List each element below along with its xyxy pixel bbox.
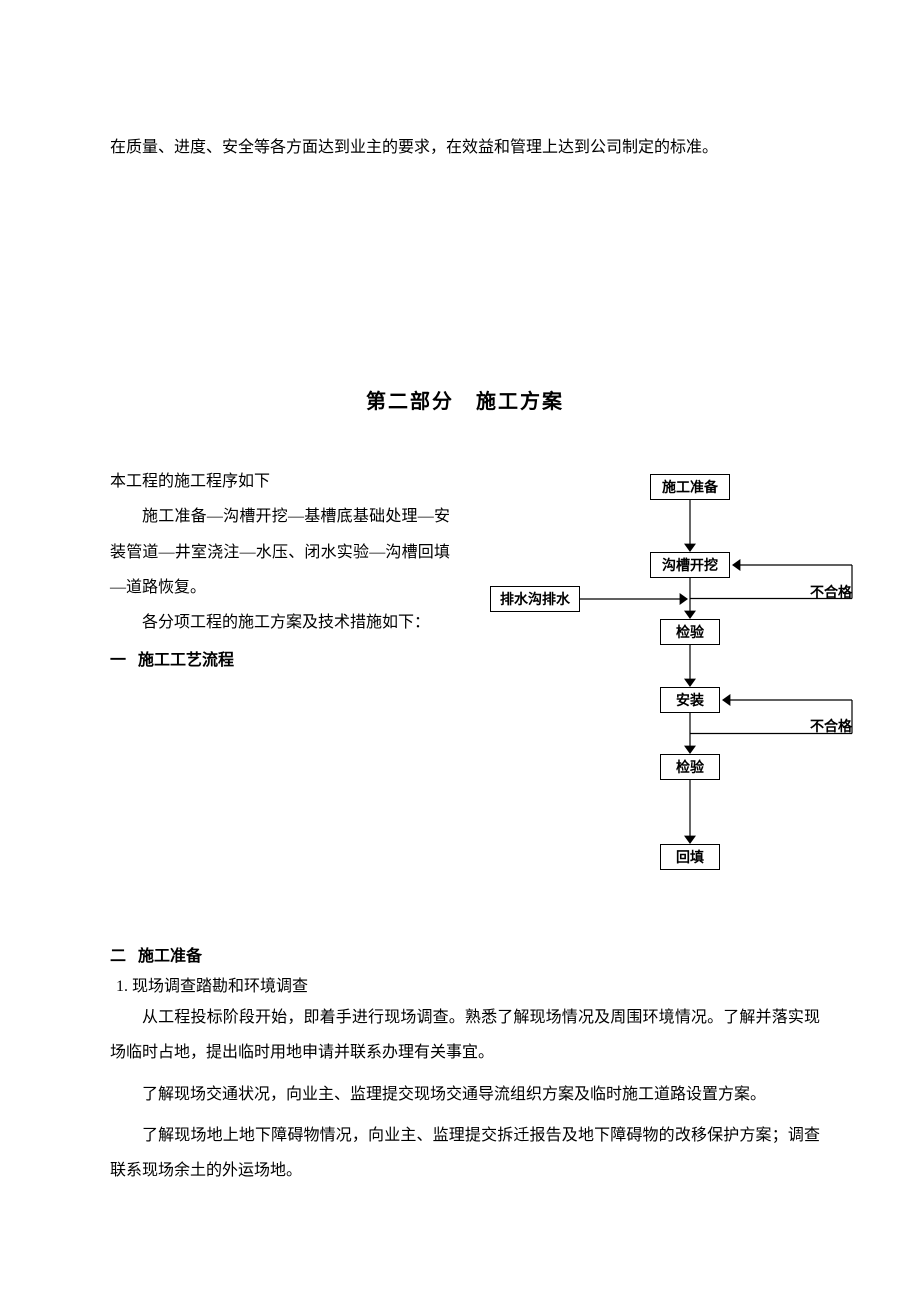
flow-node-install: 安装 — [660, 687, 720, 713]
heading-2-num: 二 — [110, 942, 134, 966]
sub-item-1: 1. 现场调查踏勘和环境调查 — [116, 972, 820, 996]
flow-node-inspect-1: 检验 — [660, 619, 720, 645]
flow-node-drainage: 排水沟排水 — [490, 586, 580, 612]
procedure-p2: 各分项工程的施工方案及技术措施如下： — [110, 605, 450, 640]
top-paragraph: 在质量、进度、安全等各方面达到业主的要求，在效益和管理上达到公司制定的标准。 — [110, 130, 820, 165]
body-p1: 从工程投标阶段开始，即着手进行现场调查。熟悉了解现场情况及周围环境情况。了解并落… — [110, 1000, 820, 1070]
body-p3: 了解现场地上地下障碍物情况，向业主、监理提交拆迁报告及地下障碍物的改移保护方案；… — [110, 1118, 820, 1188]
flowchart: 施工准备沟槽开挖检验安装检验回填排水沟排水不合格不合格 — [460, 464, 860, 884]
heading-2-text: 施工准备 — [138, 948, 202, 965]
section-title: 第二部分 施工方案 — [110, 385, 820, 414]
flow-node-inspect-2: 检验 — [660, 754, 720, 780]
flow-node-prep: 施工准备 — [650, 474, 730, 500]
text-column: 本工程的施工程序如下 施工准备—沟槽开挖—基槽底基础处理—安装管道—井室浇注—水… — [110, 464, 450, 670]
body-p2: 了解现场交通状况，向业主、监理提交现场交通导流组织方案及临时施工道路设置方案。 — [110, 1077, 820, 1112]
heading-2: 二 施工准备 — [110, 942, 820, 966]
content-wrap: 本工程的施工程序如下 施工准备—沟槽开挖—基槽底基础处理—安装管道—井室浇注—水… — [110, 464, 820, 1188]
flow-node-backfill: 回填 — [660, 844, 720, 870]
intro-line: 本工程的施工程序如下 — [110, 464, 450, 499]
heading-1: 一 施工工艺流程 — [110, 646, 450, 670]
heading-1-num: 一 — [110, 646, 134, 670]
flow-label-fail-1: 不合格 — [810, 582, 852, 602]
heading-1-text: 施工工艺流程 — [138, 652, 234, 669]
document-page: 在质量、进度、安全等各方面达到业主的要求，在效益和管理上达到公司制定的标准。 第… — [0, 0, 920, 1288]
flow-node-trench: 沟槽开挖 — [650, 552, 730, 578]
flow-connectors — [460, 464, 860, 884]
flow-label-fail-2: 不合格 — [810, 716, 852, 736]
procedure-p1: 施工准备—沟槽开挖—基槽底基础处理—安装管道—井室浇注—水压、闭水实验—沟槽回填… — [110, 499, 450, 605]
